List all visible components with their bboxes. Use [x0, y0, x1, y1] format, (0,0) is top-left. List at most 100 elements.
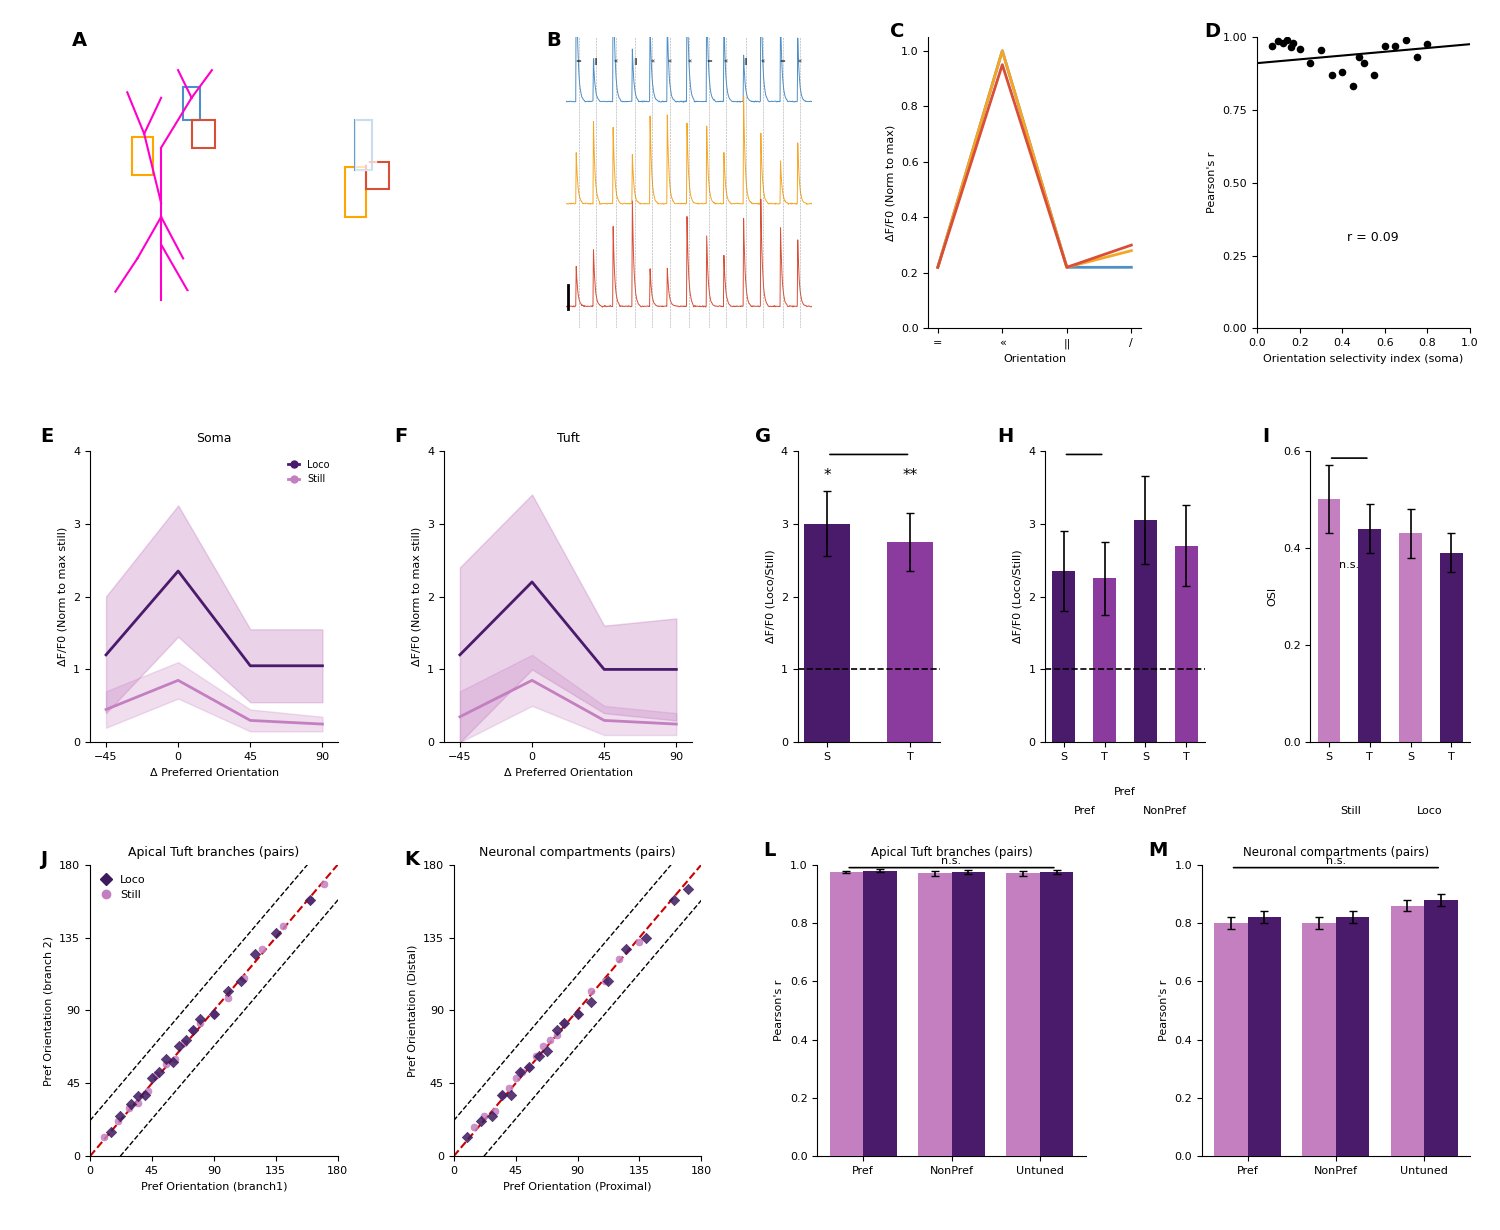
Point — [470, 1111, 494, 1130]
Bar — [1390, 905, 1423, 1156]
Bar — [1174, 546, 1197, 742]
Bar — [1053, 571, 1076, 742]
Point — [1266, 32, 1290, 52]
Point — [188, 1014, 211, 1033]
Text: B: B — [546, 31, 561, 50]
Point — [105, 1111, 129, 1130]
Text: ||: || — [633, 58, 638, 65]
Point — [108, 1106, 132, 1125]
Text: ||: || — [594, 58, 598, 65]
Point — [500, 1085, 523, 1105]
Text: **: ** — [903, 467, 918, 483]
Point — [216, 982, 240, 1001]
Title: Apical Tuft branches (pairs): Apical Tuft branches (pairs) — [128, 846, 300, 860]
Point — [153, 1054, 177, 1074]
Point — [230, 972, 254, 991]
Point — [472, 1106, 496, 1125]
Point — [592, 972, 616, 991]
Bar — [862, 871, 897, 1156]
Point — [136, 1081, 160, 1101]
Text: K: K — [404, 850, 418, 870]
Point — [614, 938, 638, 958]
Y-axis label: ΔF/F0 (Norm to max): ΔF/F0 (Norm to max) — [885, 124, 896, 241]
Point — [1310, 41, 1334, 60]
Point — [1394, 30, 1417, 49]
Bar — [1317, 499, 1340, 742]
Y-axis label: ΔF/F0 (Loco/Still): ΔF/F0 (Loco/Still) — [1013, 550, 1023, 643]
Y-axis label: ΔF/F0 (Loco/Still): ΔF/F0 (Loco/Still) — [765, 550, 776, 643]
Point — [164, 1049, 188, 1069]
Point — [1406, 48, 1429, 68]
Point — [251, 938, 274, 958]
Point — [182, 1020, 206, 1039]
Point — [510, 1063, 534, 1082]
Point — [608, 948, 631, 968]
Point — [144, 1065, 168, 1085]
Point — [243, 943, 267, 963]
Point — [566, 1004, 590, 1023]
Text: NonPref: NonPref — [1143, 807, 1186, 817]
Point — [1275, 30, 1299, 49]
Text: «: « — [668, 58, 672, 64]
Point — [1362, 65, 1386, 85]
Text: I: I — [1263, 428, 1269, 446]
Text: «: « — [650, 58, 654, 64]
Point — [92, 1127, 116, 1146]
Text: E: E — [40, 428, 54, 446]
Y-axis label: Pearson's r: Pearson's r — [1208, 153, 1216, 213]
Point — [1416, 34, 1440, 54]
Y-axis label: OSI: OSI — [1268, 587, 1276, 606]
Point — [627, 932, 651, 952]
Point — [188, 1009, 211, 1028]
Bar — [1302, 922, 1336, 1156]
Title: Neuronal compartments (pairs): Neuronal compartments (pairs) — [1244, 846, 1430, 860]
Point — [99, 1122, 123, 1141]
Bar — [1440, 552, 1462, 742]
Bar — [918, 873, 951, 1156]
Point — [579, 993, 603, 1012]
Bar — [1007, 873, 1040, 1156]
Point — [1341, 76, 1365, 96]
Bar — [1040, 872, 1074, 1156]
Point — [462, 1117, 486, 1137]
X-axis label: Δ Preferred Orientation: Δ Preferred Orientation — [150, 768, 279, 777]
Bar — [1424, 899, 1458, 1156]
Text: n.s.: n.s. — [942, 856, 962, 866]
Point — [216, 988, 240, 1007]
Text: «: « — [760, 58, 765, 64]
Point — [480, 1106, 504, 1125]
Point — [126, 1093, 150, 1113]
Point — [634, 927, 658, 947]
Title: Neuronal compartments (pairs): Neuronal compartments (pairs) — [478, 846, 676, 860]
Bar — [1134, 520, 1156, 742]
Text: =: = — [780, 58, 786, 64]
Bar — [1336, 918, 1370, 1156]
Point — [1270, 33, 1294, 53]
Y-axis label: Pearson's r: Pearson's r — [1158, 980, 1168, 1041]
Bar — [1248, 918, 1281, 1156]
Text: n.s.: n.s. — [1326, 856, 1346, 866]
Text: Loco: Loco — [1418, 807, 1443, 817]
Point — [232, 968, 256, 988]
Point — [174, 1030, 198, 1049]
Point — [120, 1095, 144, 1114]
Point — [518, 1058, 542, 1077]
Text: G: G — [754, 428, 771, 446]
X-axis label: Pref Orientation (branch1): Pref Orientation (branch1) — [141, 1182, 286, 1192]
Bar — [830, 872, 862, 1156]
Text: =: = — [706, 58, 712, 64]
Text: «: « — [687, 58, 692, 64]
X-axis label: Orientation selectivity index (soma): Orientation selectivity index (soma) — [1263, 354, 1464, 364]
Point — [171, 1033, 195, 1053]
Point — [675, 879, 699, 899]
Point — [662, 891, 686, 910]
X-axis label: Δ Preferred Orientation: Δ Preferred Orientation — [504, 768, 633, 777]
Y-axis label: Pearson's r: Pearson's r — [774, 980, 784, 1041]
Title: Tuft: Tuft — [556, 433, 579, 445]
Bar — [804, 524, 850, 742]
Bar — [951, 872, 986, 1156]
Point — [1347, 48, 1371, 68]
Text: J: J — [40, 850, 48, 870]
Point — [134, 1085, 158, 1105]
Text: A: A — [72, 31, 87, 50]
